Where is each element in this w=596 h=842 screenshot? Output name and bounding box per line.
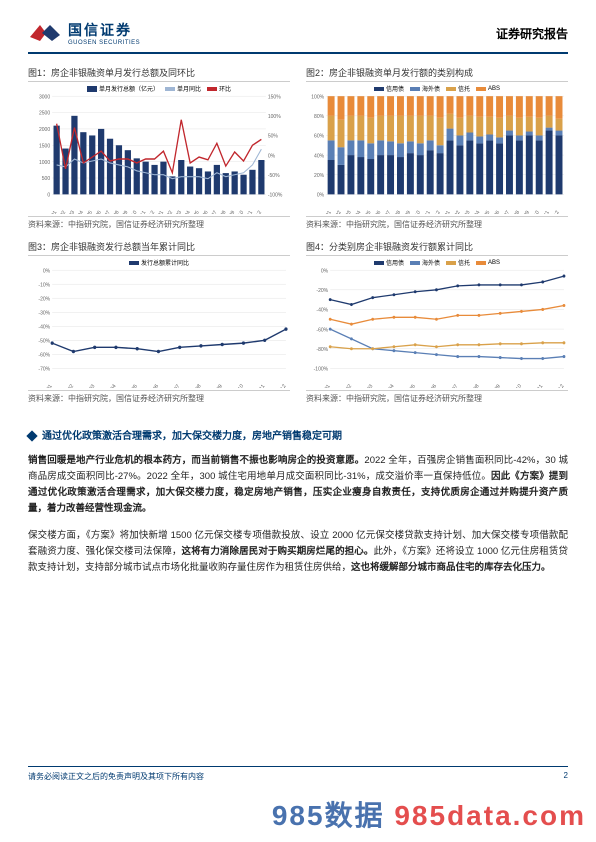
chart-2-canvas: 0%20%40%60%80%100%2021/012021/022021/032… (306, 94, 568, 214)
chart-2-legend: 信用债海外债信托ABS (306, 84, 568, 93)
chart-4-title: 图4：分类别房企非银融资发行额累计同比 (306, 240, 568, 256)
section-heading: 通过优化政策激活合理需求，加大保交楼力度，房地产销售稳定可期 (28, 428, 568, 445)
svg-text:-70%: -70% (38, 366, 50, 372)
svg-text:1000: 1000 (39, 160, 50, 166)
paragraph-1: 销售回暖是地产行业危机的根本药方，而当前销售不振也影响房企的投资意愿。2022 … (28, 453, 568, 518)
diamond-icon (26, 430, 37, 441)
svg-text:0%: 0% (268, 153, 276, 159)
svg-text:2022/11: 2022/11 (529, 383, 544, 388)
svg-text:100%: 100% (268, 114, 281, 120)
footer-page-number: 2 (564, 771, 568, 782)
svg-text:2022/05: 2022/05 (402, 383, 417, 388)
svg-text:2022/07: 2022/07 (444, 383, 459, 388)
svg-text:60%: 60% (314, 133, 324, 139)
svg-text:2022/02: 2022/02 (60, 383, 75, 388)
chart-2: 图2：房企非银融资单月发行额的类别构成 信用债海外债信托ABS 0% 20% 40%… (306, 66, 568, 230)
svg-text:2022/07: 2022/07 (166, 383, 181, 388)
chart-3-source: 资料来源：中指研究院，国信证券经济研究所整理 (28, 390, 290, 404)
chart-4-legend: 信用债海外债信托ABS (306, 258, 568, 267)
svg-text:2022/06: 2022/06 (145, 383, 160, 388)
svg-text:-50%: -50% (268, 173, 280, 179)
svg-text:2022/01: 2022/01 (317, 383, 332, 388)
svg-text:2022/12: 2022/12 (272, 383, 287, 388)
chart-4: 图4：分类别房企非银融资发行额累计同比 信用债海外债信托ABS -100% -80… (306, 240, 568, 404)
body-text: 通过优化政策激活合理需求，加大保交楼力度，房地产销售稳定可期 销售回暖是地产行业… (28, 428, 568, 576)
report-type: 证券研究报告 (496, 25, 568, 42)
logo: 国信证券 GUOSEN SECURITIES (28, 20, 140, 46)
chart-1-legend: 单月发行总额（亿元）单月同比环比 (28, 84, 290, 93)
svg-text:2022/11: 2022/11 (251, 383, 266, 388)
watermark: 985数据 985data.com (272, 794, 586, 834)
svg-text:2022/04: 2022/04 (380, 383, 395, 388)
svg-text:2000: 2000 (39, 127, 50, 133)
charts-row-1: 图1：房企非银融资单月发行总额及同环比 单月发行总额（亿元）单月同比环比 0 50… (28, 66, 568, 230)
svg-text:2022/06: 2022/06 (423, 383, 438, 388)
chart-1-source: 资料来源：中指研究院，国信证券经济研究所整理 (28, 216, 290, 230)
svg-text:-60%: -60% (38, 352, 50, 358)
svg-text:50%: 50% (268, 133, 278, 139)
svg-text:2022/03: 2022/03 (359, 383, 374, 388)
svg-text:3000: 3000 (39, 94, 50, 100)
svg-text:80%: 80% (314, 114, 324, 120)
svg-text:0: 0 (47, 192, 50, 198)
svg-text:40%: 40% (314, 153, 324, 159)
logo-icon (28, 23, 62, 43)
svg-text:2022/02: 2022/02 (338, 383, 353, 388)
svg-text:-30%: -30% (38, 310, 50, 316)
chart-1-canvas: 0 500 1000 1500 2000 2500 3000 -100% -50% 0% 50% 10… (28, 94, 290, 214)
svg-text:2022/10: 2022/10 (230, 383, 245, 388)
svg-text:-20%: -20% (316, 288, 328, 294)
footer-disclaimer: 请务必阅读正文之后的免责声明及其项下所有内容 (28, 771, 204, 782)
chart-3-title: 图3：房企非银融资发行总额当年累计同比 (28, 240, 290, 256)
svg-text:2022/12: 2022/12 (550, 383, 565, 388)
svg-text:2500: 2500 (39, 111, 50, 117)
chart-3-legend: 发行总额累计同比 (28, 258, 290, 267)
svg-text:2022/08: 2022/08 (465, 383, 480, 388)
svg-text:2021/01: 2021/01 (44, 210, 58, 214)
svg-text:2022/05: 2022/05 (124, 383, 139, 388)
svg-text:1500: 1500 (39, 143, 50, 149)
svg-text:2022/04: 2022/04 (102, 383, 117, 388)
chart-4-canvas: -100% -80% -60% -40% -20% 0% 2022/01 2022/02 202… (306, 268, 568, 388)
page: 国信证券 GUOSEN SECURITIES 证券研究报告 图1：房企非银融资单… (0, 0, 596, 576)
charts-row-2: 图3：房企非银融资发行总额当年累计同比 发行总额累计同比 -70% -60% -50… (28, 240, 568, 404)
page-header: 国信证券 GUOSEN SECURITIES 证券研究报告 (28, 20, 568, 54)
svg-text:2022/10: 2022/10 (508, 383, 523, 388)
section-title: 通过优化政策激活合理需求，加大保交楼力度，房地产销售稳定可期 (42, 428, 342, 445)
logo-text-en: GUOSEN SECURITIES (68, 40, 140, 46)
svg-text:-80%: -80% (316, 347, 328, 353)
svg-text:-40%: -40% (316, 307, 328, 313)
chart-1-title: 图1：房企非银融资单月发行总额及同环比 (28, 66, 290, 82)
chart-3: 图3：房企非银融资发行总额当年累计同比 发行总额累计同比 -70% -60% -50… (28, 240, 290, 404)
svg-text:2021/01: 2021/01 (319, 210, 333, 214)
svg-text:0%: 0% (317, 192, 325, 198)
svg-text:0%: 0% (321, 268, 329, 274)
svg-text:2022/01: 2022/01 (39, 383, 54, 388)
chart-2-title: 图2：房企非银融资单月发行额的类别构成 (306, 66, 568, 82)
chart-4-source: 资料来源：中指研究院，国信证券经济研究所整理 (306, 390, 568, 404)
svg-text:20%: 20% (314, 173, 324, 179)
svg-text:0%: 0% (43, 268, 51, 274)
svg-text:-100%: -100% (268, 192, 283, 198)
chart-1: 图1：房企非银融资单月发行总额及同环比 单月发行总额（亿元）单月同比环比 0 50… (28, 66, 290, 230)
svg-text:500: 500 (42, 176, 50, 182)
page-footer: 请务必阅读正文之后的免责声明及其项下所有内容 2 (28, 766, 568, 782)
svg-text:-10%: -10% (38, 282, 50, 288)
svg-text:-20%: -20% (38, 296, 50, 302)
svg-text:-60%: -60% (316, 327, 328, 333)
svg-text:2022/09: 2022/09 (487, 383, 502, 388)
chart-2-source: 资料来源：中指研究院，国信证券经济研究所整理 (306, 216, 568, 230)
svg-text:150%: 150% (268, 94, 281, 100)
svg-text:100%: 100% (311, 94, 324, 100)
logo-text-cn: 国信证券 (68, 20, 140, 40)
svg-text:-50%: -50% (38, 338, 50, 344)
svg-text:-40%: -40% (38, 324, 50, 330)
svg-text:-100%: -100% (314, 366, 329, 372)
chart-3-canvas: -70% -60% -50% -40% -30% -20% -10% 0% 2022/01 202… (28, 268, 290, 388)
paragraph-2: 保交楼方面，《方案》将加快新增 1500 亿元保交楼专项借款投放、设立 2000… (28, 528, 568, 576)
svg-text:2022/03: 2022/03 (81, 383, 96, 388)
svg-text:2022/09: 2022/09 (209, 383, 224, 388)
svg-text:2022/08: 2022/08 (187, 383, 202, 388)
